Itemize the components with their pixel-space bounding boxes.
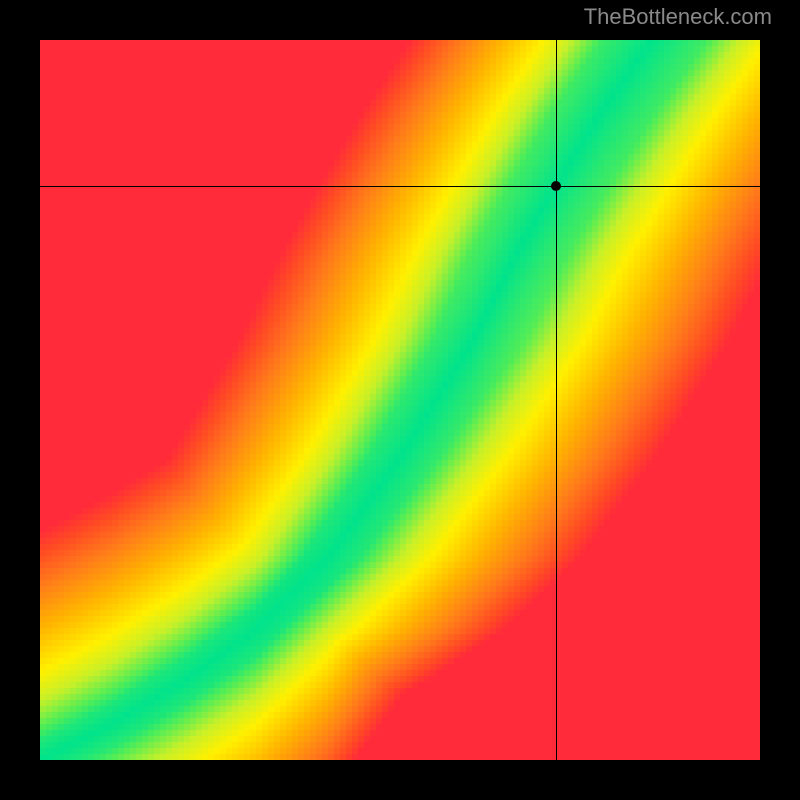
heatmap-canvas (40, 40, 760, 760)
heatmap-plot-area (40, 40, 760, 760)
watermark-text: TheBottleneck.com (584, 4, 772, 30)
chart-container: TheBottleneck.com (0, 0, 800, 800)
